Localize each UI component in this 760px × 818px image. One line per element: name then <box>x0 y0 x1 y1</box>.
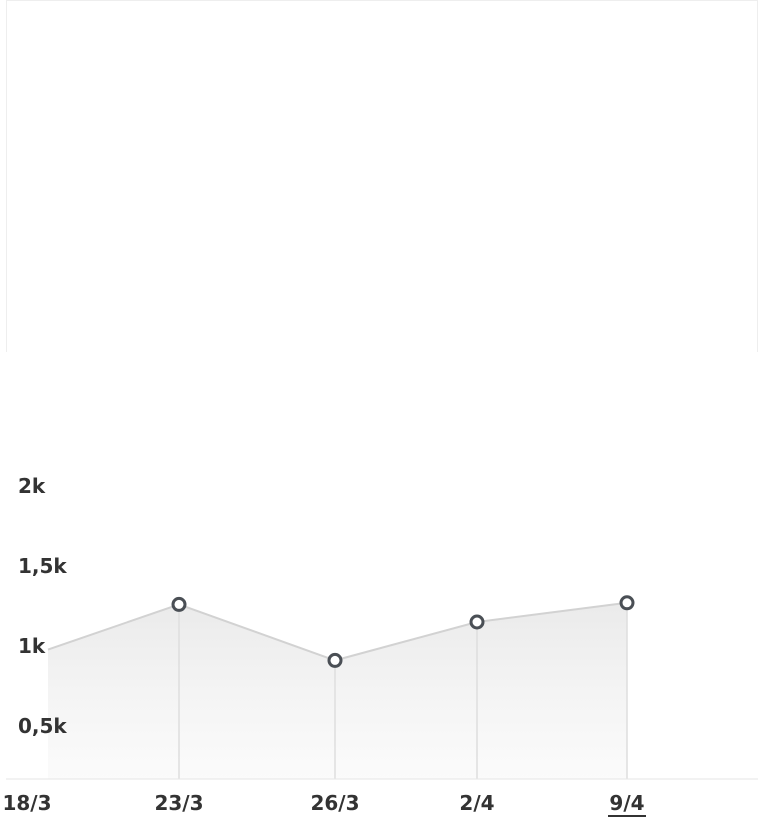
y-tick-label: 1k <box>18 634 46 658</box>
series-area <box>48 602 627 779</box>
x-tick-2-4[interactable]: 2/4 <box>459 791 494 815</box>
x-tick-23-3[interactable]: 23/3 <box>154 791 203 815</box>
data-point-26-3[interactable] <box>327 652 343 668</box>
area-layer <box>30 602 627 780</box>
empty-top-panel <box>6 0 758 352</box>
y-tick-label: 2k <box>18 474 46 498</box>
data-point-2-4[interactable] <box>469 614 485 630</box>
data-point-23-3[interactable] <box>171 596 187 612</box>
x-tick-18-3[interactable]: 18/3 <box>2 791 51 815</box>
y-tick-label: 1,5k <box>18 554 67 578</box>
x-ticks[interactable]: 18/3 23/3 26/3 2/4 9/4 <box>2 791 646 817</box>
data-point-9-4[interactable] <box>619 595 635 611</box>
x-tick-9-4[interactable]: 9/4 <box>609 791 644 815</box>
area-fade <box>30 620 110 780</box>
drop-lines <box>178 602 628 779</box>
markers <box>171 595 635 668</box>
x-tick-26-3[interactable]: 26/3 <box>310 791 359 815</box>
y-ticks: 0,5k 1k 1,5k 2k <box>18 474 67 738</box>
y-tick-label: 0,5k <box>18 714 67 738</box>
